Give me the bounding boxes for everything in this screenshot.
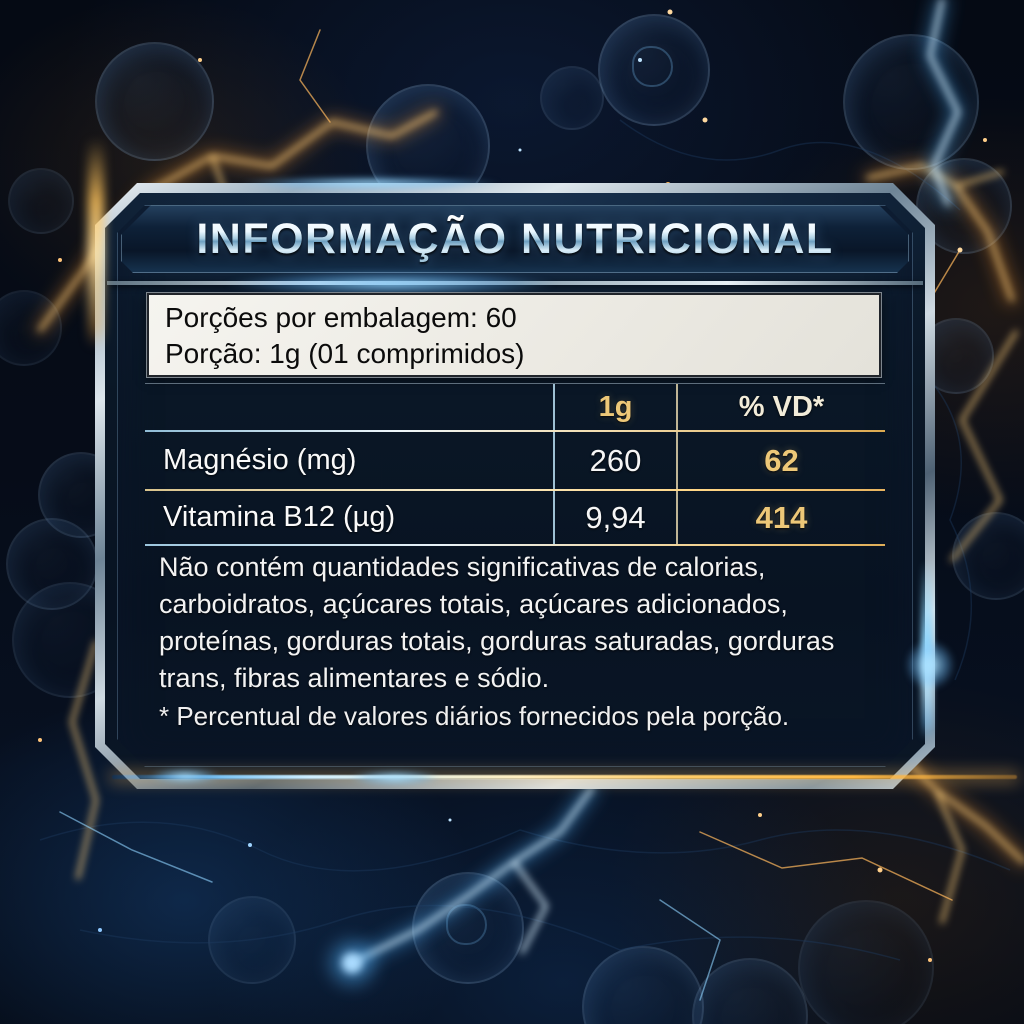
cell-bubble — [8, 168, 74, 234]
table-row: Magnésio (mg) 260 62 — [145, 432, 885, 491]
header-nutrient-cell — [145, 384, 553, 430]
header-flare-glow — [225, 271, 555, 297]
no-significant-amounts-text: Não contém quantidades significativas de… — [159, 552, 835, 693]
panel-header: INFORMAÇÃO NUTRICIONAL — [121, 205, 909, 273]
panel-title: INFORMAÇÃO NUTRICIONAL — [196, 214, 834, 263]
nutrient-name: Magnésio (mg) — [163, 444, 357, 476]
nutrient-amount: 260 — [553, 432, 678, 489]
table-row: Vitamina B12 (µg) 9,94 414 — [145, 491, 885, 546]
servings-per-package: Porções por embalagem: 60 — [165, 302, 517, 333]
nutrient-name: Vitamina B12 (µg) — [163, 501, 396, 533]
nutrition-table: 1g % VD* Magnésio (mg) 260 62 Vitamina B… — [145, 383, 885, 546]
cell-bubble — [208, 896, 296, 984]
bottom-glow-line — [112, 775, 1017, 779]
cell-bubble — [540, 66, 604, 130]
cell-bubble — [598, 14, 710, 126]
cell-bubble — [95, 42, 214, 161]
nutrient-dv: 414 — [755, 499, 808, 535]
nutrition-panel-body: INFORMAÇÃO NUTRICIONAL Porções por embal… — [105, 193, 925, 779]
table-header-row: 1g % VD* — [145, 384, 885, 432]
serving-size: Porção: 1g (01 comprimidos) — [165, 338, 525, 369]
cell-bubble — [798, 900, 934, 1024]
serving-info-box: Porções por embalagem: 60 Porção: 1g (01… — [147, 293, 881, 377]
nutrient-amount: 9,94 — [553, 491, 678, 544]
nutrient-dv: 62 — [764, 442, 799, 478]
header-dv-cell: % VD* — [738, 390, 825, 423]
daily-value-footnote: * Percentual de valores diários fornecid… — [159, 701, 790, 731]
nutrition-panel-frame: INFORMAÇÃO NUTRICIONAL Porções por embal… — [95, 183, 935, 789]
blue-lightning — [59, 0, 964, 1001]
cell-bubble — [0, 290, 62, 366]
header-amount-cell: 1g — [553, 384, 678, 430]
